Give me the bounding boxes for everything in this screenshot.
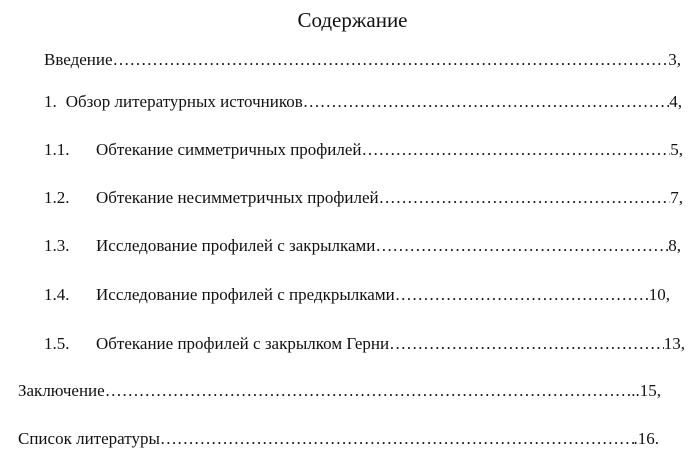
entry-number: 1.4.: [44, 285, 70, 304]
dot-leader: [362, 140, 671, 160]
toc-entry-1-1: 1.1. Обтекание симметричных профилей 5,: [44, 140, 683, 162]
toc-entry-1-4: 1.4. Исследование профилей с предкрылкам…: [44, 285, 670, 307]
entry-text: Исследование профилей с закрылками: [96, 236, 376, 255]
dot-leader: [303, 92, 669, 112]
toc-entry-references: Список литературы .16.: [18, 429, 659, 451]
page-number: 4,: [669, 92, 682, 111]
page-number: 5,: [670, 140, 683, 159]
dot-leader: [379, 188, 671, 208]
entry-text: Введение: [44, 50, 113, 69]
page-number: ..15,: [631, 381, 661, 400]
page-number: 3,: [668, 50, 681, 69]
entry-text: Обтекание несимметричных профилей: [96, 188, 379, 207]
entry-number: 1.: [44, 92, 57, 111]
entry-number: 1.1.: [44, 140, 70, 159]
entry-text: Обтекание симметричных профилей: [96, 140, 362, 159]
entry-text: Список литературы: [18, 429, 160, 448]
page-number: 8,: [668, 236, 681, 255]
entry-text: Обтекание профилей с закрылком Герни: [96, 334, 390, 353]
dot-leader: [113, 50, 669, 70]
entry-text: Заключение: [18, 381, 105, 400]
entry-number: 1.2.: [44, 188, 70, 207]
page-number: 7,: [670, 188, 683, 207]
toc-entry-1-2: 1.2. Обтекание несимметричных профилей 7…: [44, 188, 683, 210]
toc-entry-1: 1. Обзор литературных источников 4,: [44, 92, 682, 114]
dot-leader: [160, 429, 634, 449]
page-number: .16.: [633, 429, 660, 448]
dot-leader: [389, 334, 664, 354]
toc-entry-1-5: 1.5. Обтекание профилей с закрылком Герн…: [44, 334, 685, 356]
dot-leader: [105, 381, 632, 401]
toc-title: Содержание: [297, 8, 408, 32]
toc-entry-1-3: 1.3. Исследование профилей с закрылками …: [44, 236, 681, 258]
entry-text: Исследование профилей с предкрылками: [96, 285, 395, 304]
toc-entry-conclusion: Заключение ..15,: [18, 381, 661, 403]
entry-number: 1.5.: [44, 334, 70, 353]
entry-number: 1.3.: [44, 236, 70, 255]
dot-leader: [395, 285, 649, 305]
page-number: 13,: [663, 334, 685, 353]
toc-entry-introduction: Введение 3,: [44, 50, 681, 72]
page-number: 10,: [648, 285, 670, 304]
dot-leader: [375, 236, 668, 256]
entry-text: Обзор литературных источников: [65, 92, 303, 111]
